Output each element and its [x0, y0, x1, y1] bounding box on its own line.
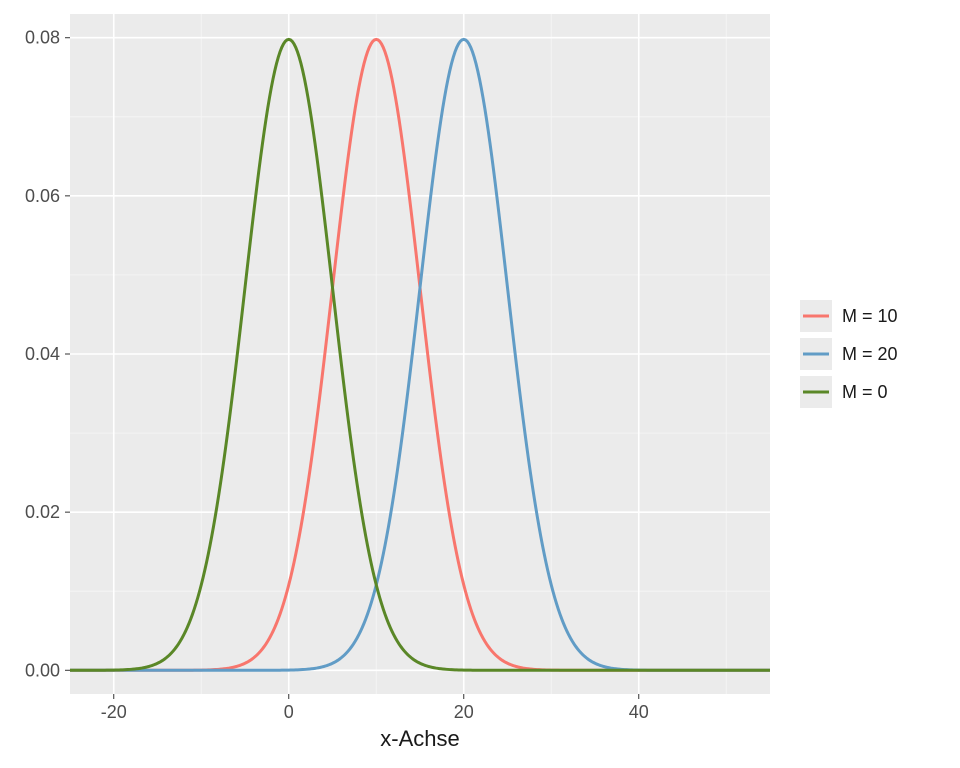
- y-tick-label: 0.08: [25, 28, 60, 48]
- x-tick-label: 40: [629, 702, 649, 722]
- legend-label-m20: M = 20: [842, 344, 898, 364]
- x-tick-label: 20: [454, 702, 474, 722]
- x-axis-title: x-Achse: [380, 726, 459, 751]
- y-tick-label: 0.04: [25, 344, 60, 364]
- x-tick-label: -20: [101, 702, 127, 722]
- legend-label-m10: M = 10: [842, 306, 898, 326]
- y-tick-label: 0.06: [25, 186, 60, 206]
- legend-label-m0: M = 0: [842, 382, 888, 402]
- x-tick-label: 0: [284, 702, 294, 722]
- normal-distributions-chart: -20 0 20 40 0.00 0.02 0.04 0.06 0.08 x-Achse M = 1…: [0, 0, 960, 768]
- y-tick-label: 0.00: [25, 660, 60, 680]
- y-tick-label: 0.02: [25, 502, 60, 522]
